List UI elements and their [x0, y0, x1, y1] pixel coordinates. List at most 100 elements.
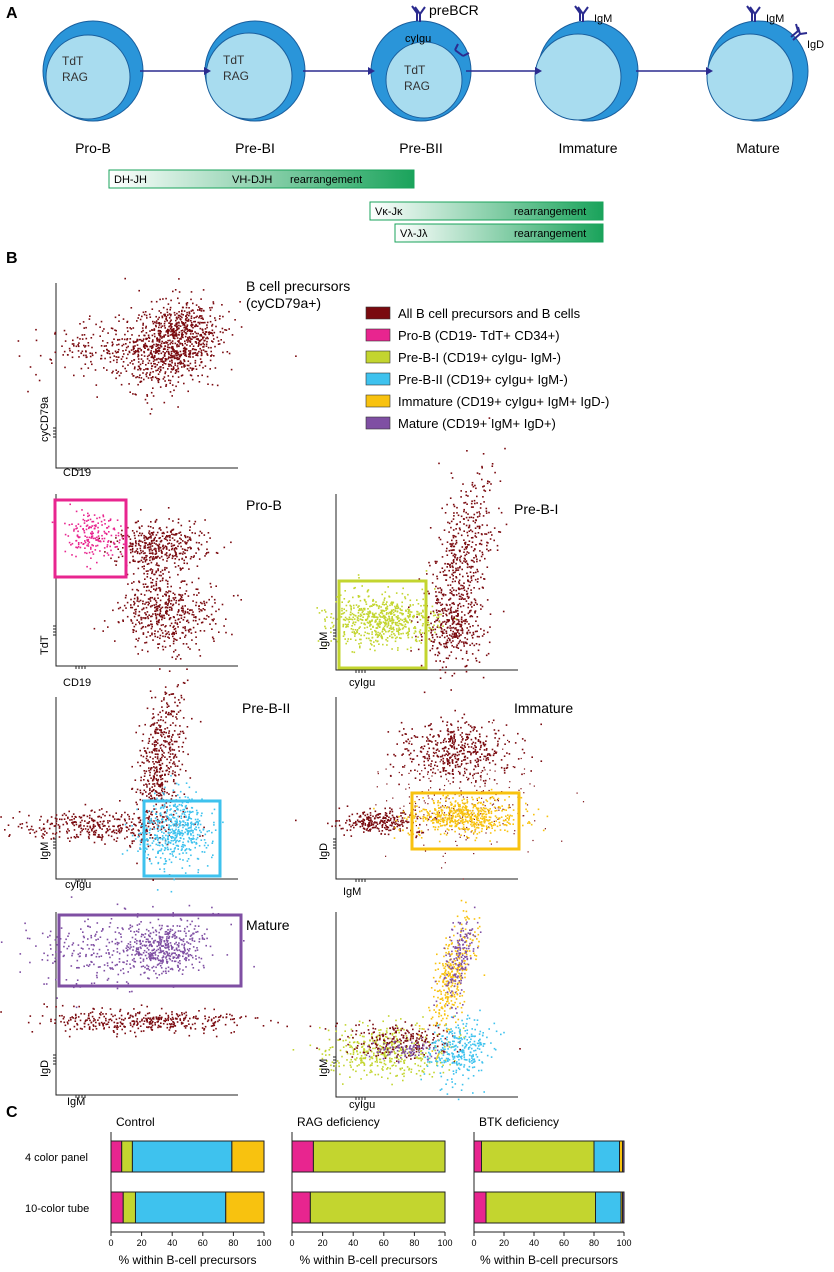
- precursors-spread-dot: [122, 350, 124, 352]
- preb2-population-dot: [191, 798, 193, 800]
- prob-upper-dot: [152, 579, 154, 581]
- prob-population-dot: [97, 535, 100, 537]
- preb1-population-dot: [383, 628, 385, 630]
- preb1-upper-dot: [483, 501, 485, 503]
- preb2-population-dot: [121, 853, 124, 855]
- precursors-main-dot: [177, 340, 179, 342]
- preb2-upper-dot: [139, 791, 142, 794]
- prob-upper-dot: [137, 520, 139, 522]
- preb1-population-dot: [373, 615, 376, 617]
- preb1-population-dot: [397, 615, 399, 617]
- precursors-spread-dot: [198, 381, 201, 383]
- prob-lower-dot: [210, 613, 213, 616]
- preb1-upper-dot: [466, 562, 469, 565]
- preb1-population-dot: [353, 623, 356, 626]
- preb1-upper-dot: [441, 507, 443, 510]
- precursors-main-dot: [209, 320, 212, 323]
- prob-upper-dot: [139, 545, 142, 547]
- prob-lower-dot: [215, 610, 217, 613]
- preb1-population-dot: [434, 614, 437, 616]
- preb2-upper-dot: [178, 750, 180, 752]
- preb2-upper-dot: [171, 772, 174, 775]
- prob-lower-dot: [147, 617, 150, 620]
- preb1-population-dot: [361, 619, 364, 621]
- preb1-upper-dot: [467, 544, 469, 546]
- precursors-main-dot: [171, 340, 174, 342]
- preb2-population-dot: [176, 832, 179, 834]
- preb1-lower-dot: [460, 620, 463, 623]
- preb1-upper-dot: [452, 578, 454, 580]
- prob-lower-dot: [159, 604, 161, 606]
- arrow-head-1: [204, 67, 211, 75]
- prob-lower-dot: [133, 597, 136, 600]
- precursors-spread-dot: [124, 333, 126, 336]
- precursors-spread-dot: [155, 358, 158, 361]
- prob-bridge-dot: [177, 573, 179, 576]
- preb2-upper-dot: [146, 784, 148, 786]
- preb1-upper-dot: [479, 559, 481, 562]
- prob-population-dot: [90, 526, 92, 529]
- preb1-lower: [410, 562, 505, 691]
- prob-lower-dot: [184, 610, 187, 613]
- preb2-population-dot: [179, 822, 181, 824]
- preb1-upper-dot: [484, 557, 486, 560]
- precursors-core-dot: [186, 324, 189, 326]
- prob-upper-dot: [143, 534, 145, 537]
- preb2-upper-dot: [155, 766, 158, 768]
- precursors-main-dot: [165, 383, 168, 386]
- precursors-main-dot: [162, 378, 165, 380]
- preb2-population-dot: [156, 797, 158, 800]
- preb1-population-dot: [382, 601, 385, 603]
- preb1-population-dot: [422, 611, 424, 613]
- preb1-population-dot: [412, 616, 415, 619]
- precursors-main-dot: [188, 311, 190, 313]
- preb2-population-dot: [164, 846, 166, 849]
- prob-population-dot: [88, 551, 91, 554]
- preb1-lower-dot: [430, 612, 432, 615]
- preb1-population-dot: [358, 643, 360, 645]
- preb1-lower-dot: [445, 603, 448, 606]
- preb2-population-dot: [175, 782, 178, 785]
- preb1-upper-dot: [455, 589, 457, 592]
- preb1-lower-dot: [463, 586, 465, 588]
- precursors-spread-dot: [132, 347, 135, 350]
- prob-population-dot: [111, 554, 114, 556]
- precursors-core-dot: [188, 330, 191, 332]
- prob-lower-dot: [173, 650, 175, 653]
- preb2-population-dot: [173, 817, 176, 819]
- precursors-main-dot: [158, 324, 161, 326]
- prob-lower-dot: [142, 632, 145, 634]
- prob-lower-dot: [142, 607, 145, 609]
- prob-upper-dot: [134, 551, 136, 553]
- preb1-population-dot: [396, 618, 399, 620]
- preb2-upper-dot: [135, 731, 137, 734]
- preb2-horizontal-dot: [96, 836, 99, 838]
- precursors-main-dot: [200, 335, 203, 337]
- preb2-horizontal-dot: [132, 828, 135, 830]
- precursors-main-dot: [200, 343, 202, 346]
- preb1-upper-dot: [494, 471, 496, 474]
- precursors-main-dot: [204, 365, 207, 367]
- preb1-population-dot: [364, 599, 366, 601]
- prob-upper-dot: [138, 544, 140, 546]
- preb1-upper-dot: [485, 533, 488, 535]
- precursors-main-dot: [176, 326, 178, 328]
- prob-lower-dot: [213, 618, 215, 620]
- preb2-horizontal-dot: [93, 811, 96, 813]
- preb1-upper-dot: [454, 543, 457, 545]
- prob-lower-dot: [162, 624, 164, 626]
- precursors-spread-dot: [114, 329, 116, 331]
- prob-upper-dot: [153, 539, 155, 541]
- precursors-main-dot: [195, 304, 198, 306]
- precursors-spread-dot: [131, 360, 133, 362]
- preb2-horizontal-dot: [133, 840, 135, 842]
- preb1-population-dot: [383, 597, 386, 599]
- precursors-spread-dot: [110, 327, 113, 329]
- preb1-upper-dot: [463, 518, 465, 520]
- preb2-population-dot: [153, 837, 156, 840]
- precursors-main-dot: [192, 367, 195, 370]
- preb1-population-dot: [407, 615, 410, 618]
- prob-lower-dot: [223, 625, 225, 627]
- preb2-upper-dot: [169, 746, 172, 749]
- preb1-population-dot: [324, 618, 326, 620]
